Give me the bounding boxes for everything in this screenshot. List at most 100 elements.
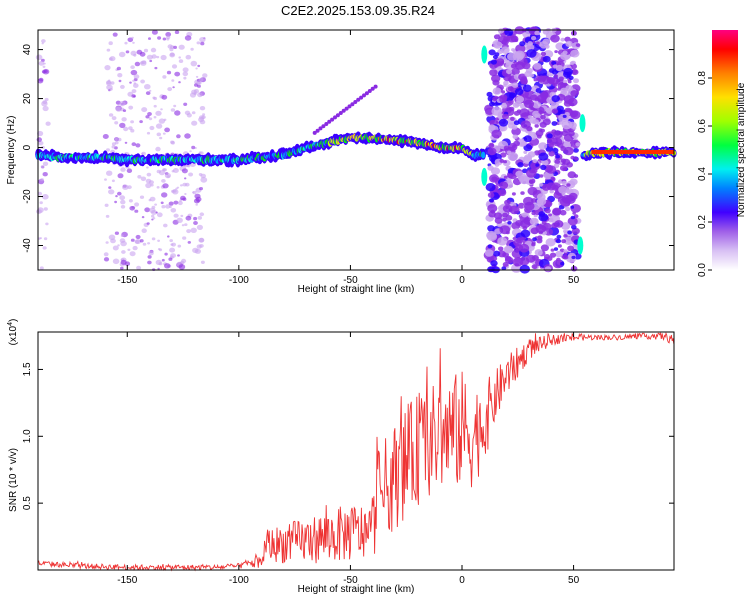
- noise-point: [191, 120, 198, 126]
- y-tick-label: 20: [22, 93, 33, 105]
- noise-point: [190, 47, 194, 51]
- noise-point: [198, 237, 205, 243]
- noise-point: [489, 69, 498, 77]
- noise-point: [499, 225, 511, 235]
- noise-point: [150, 47, 157, 53]
- noise-point: [554, 50, 558, 54]
- noise-point: [139, 195, 145, 199]
- noise-point: [529, 217, 539, 226]
- noise-point: [562, 158, 571, 166]
- noise-point: [550, 176, 555, 181]
- x-tick-label: -100: [229, 275, 249, 286]
- noise-point: [129, 81, 132, 84]
- noise-point: [177, 200, 183, 206]
- noise-point: [182, 236, 187, 240]
- noise-point: [197, 92, 203, 98]
- noise-point: [120, 240, 127, 247]
- x-tick-label: -150: [117, 275, 137, 286]
- noise-point: [172, 86, 175, 89]
- noise-point: [108, 79, 111, 82]
- noise-point: [503, 35, 511, 42]
- noise-point: [519, 108, 530, 117]
- noise-point: [571, 227, 580, 235]
- noise-point: [157, 248, 161, 251]
- noise-point: [44, 97, 49, 102]
- noise-point: [149, 89, 152, 92]
- noise-point: [131, 89, 137, 94]
- noise-point: [490, 167, 501, 175]
- spur-point: [356, 97, 361, 102]
- snr-scale-suffix: ): [8, 319, 19, 322]
- noise-point: [532, 100, 542, 109]
- noise-point: [147, 255, 152, 259]
- noise-point: [102, 134, 109, 139]
- noise-point: [115, 106, 122, 112]
- noise-point: [174, 30, 180, 34]
- noise-point: [167, 235, 170, 238]
- noise-point: [181, 168, 188, 174]
- noise-point: [498, 189, 507, 197]
- noise-point: [501, 90, 506, 94]
- x-tick-label: 0: [459, 275, 465, 286]
- noise-point: [159, 136, 163, 140]
- noise-point: [146, 166, 149, 169]
- noise-point: [568, 121, 577, 129]
- noise-point: [43, 237, 48, 241]
- noise-point: [112, 245, 119, 251]
- noise-point: [515, 95, 525, 103]
- colorbar-ticks: 0.0 0.2 0.4 0.6 0.8: [697, 71, 712, 277]
- noise-point: [43, 207, 48, 211]
- noise-point: [555, 42, 565, 51]
- noise-point: [526, 49, 537, 58]
- noise-point: [164, 127, 171, 133]
- noise-point: [199, 77, 204, 82]
- noise-point: [161, 94, 168, 100]
- noise-point: [567, 245, 575, 252]
- noise-point: [162, 37, 167, 41]
- edge-artifact: [577, 236, 584, 255]
- noise-point: [522, 226, 528, 230]
- spur-point: [315, 128, 320, 133]
- noise-point: [120, 84, 125, 89]
- noise-point: [493, 34, 501, 40]
- noise-point: [539, 174, 544, 178]
- noise-point: [552, 130, 563, 139]
- noise-point: [166, 175, 170, 178]
- noise-point: [161, 179, 166, 183]
- ridge-core: [591, 150, 674, 154]
- noise-point: [160, 201, 164, 205]
- noise-point: [559, 209, 567, 216]
- noise-point: [184, 110, 191, 116]
- noise-point: [41, 194, 49, 200]
- noise-point: [45, 121, 51, 126]
- noise-point: [39, 201, 43, 205]
- snr-series-line: [37, 331, 675, 572]
- noise-point: [195, 75, 199, 78]
- noise-point: [119, 122, 126, 129]
- noise-point: [551, 121, 558, 126]
- spur-point: [373, 84, 378, 89]
- y-tick-label: -20: [22, 189, 33, 204]
- noise-point: [560, 261, 565, 266]
- y-tick-label: 1.0: [22, 429, 33, 443]
- snr-scale-exponent: 4: [7, 322, 14, 326]
- noise-point: [145, 115, 150, 119]
- noise-point: [507, 152, 519, 161]
- noise-point: [184, 193, 187, 195]
- noise-point: [151, 214, 155, 218]
- noise-point: [487, 204, 498, 213]
- noise-point: [530, 94, 538, 101]
- spur-point: [330, 117, 335, 122]
- noise-point: [40, 165, 45, 169]
- noise-point: [489, 101, 495, 107]
- noise-point: [487, 147, 497, 156]
- noise-point: [515, 170, 524, 178]
- noise-point: [112, 258, 120, 265]
- noise-point: [487, 192, 495, 198]
- noise-point: [196, 80, 202, 85]
- noise-point: [114, 141, 119, 145]
- noise-point: [38, 61, 45, 66]
- noise-point: [202, 73, 208, 78]
- noise-point: [128, 199, 133, 203]
- spur-point: [350, 102, 355, 107]
